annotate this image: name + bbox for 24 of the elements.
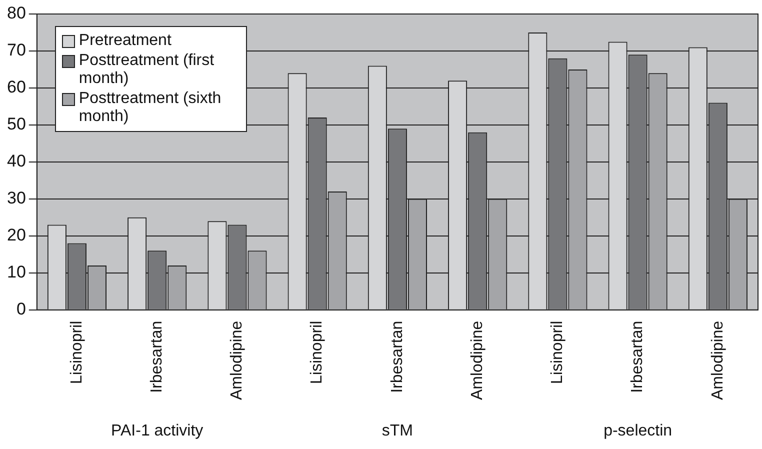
x-tick-label: Amlodipine <box>709 320 726 400</box>
legend-label: Pretreatment <box>78 32 172 50</box>
text: sTM <box>382 422 414 440</box>
y-tick-label: 60 <box>6 78 26 97</box>
text: PAI-1 activity <box>111 422 204 440</box>
y-tick-label: 70 <box>6 40 26 60</box>
x-tick-label: Lisinopril <box>549 320 566 384</box>
y-tick-label: 0 <box>16 300 26 319</box>
y-tick-label: 10 <box>6 262 26 282</box>
x-tick-label: Irbesartan <box>629 320 646 393</box>
x-tick-label: Irbesartan <box>148 320 166 393</box>
legend-label: Posttreatment (sixth month) <box>78 90 222 126</box>
y-tick-label: 30 <box>6 188 26 208</box>
text: p-selectin <box>604 422 672 440</box>
x-tick-label: Irbesartan <box>388 320 406 393</box>
x-tick-label: Lisinopril <box>308 320 326 384</box>
x-tick-label: Amlodipine <box>228 320 246 400</box>
x-tick-label: Lisinopril <box>68 320 86 384</box>
legend-label: Posttreatment (first month) <box>78 52 216 88</box>
y-tick-label: 50 <box>6 114 26 134</box>
y-tick-label: 40 <box>6 152 26 171</box>
x-tick-label: Amlodipine <box>468 320 486 400</box>
y-tick-label: 80 <box>6 4 26 23</box>
y-tick-label: 20 <box>6 226 26 245</box>
